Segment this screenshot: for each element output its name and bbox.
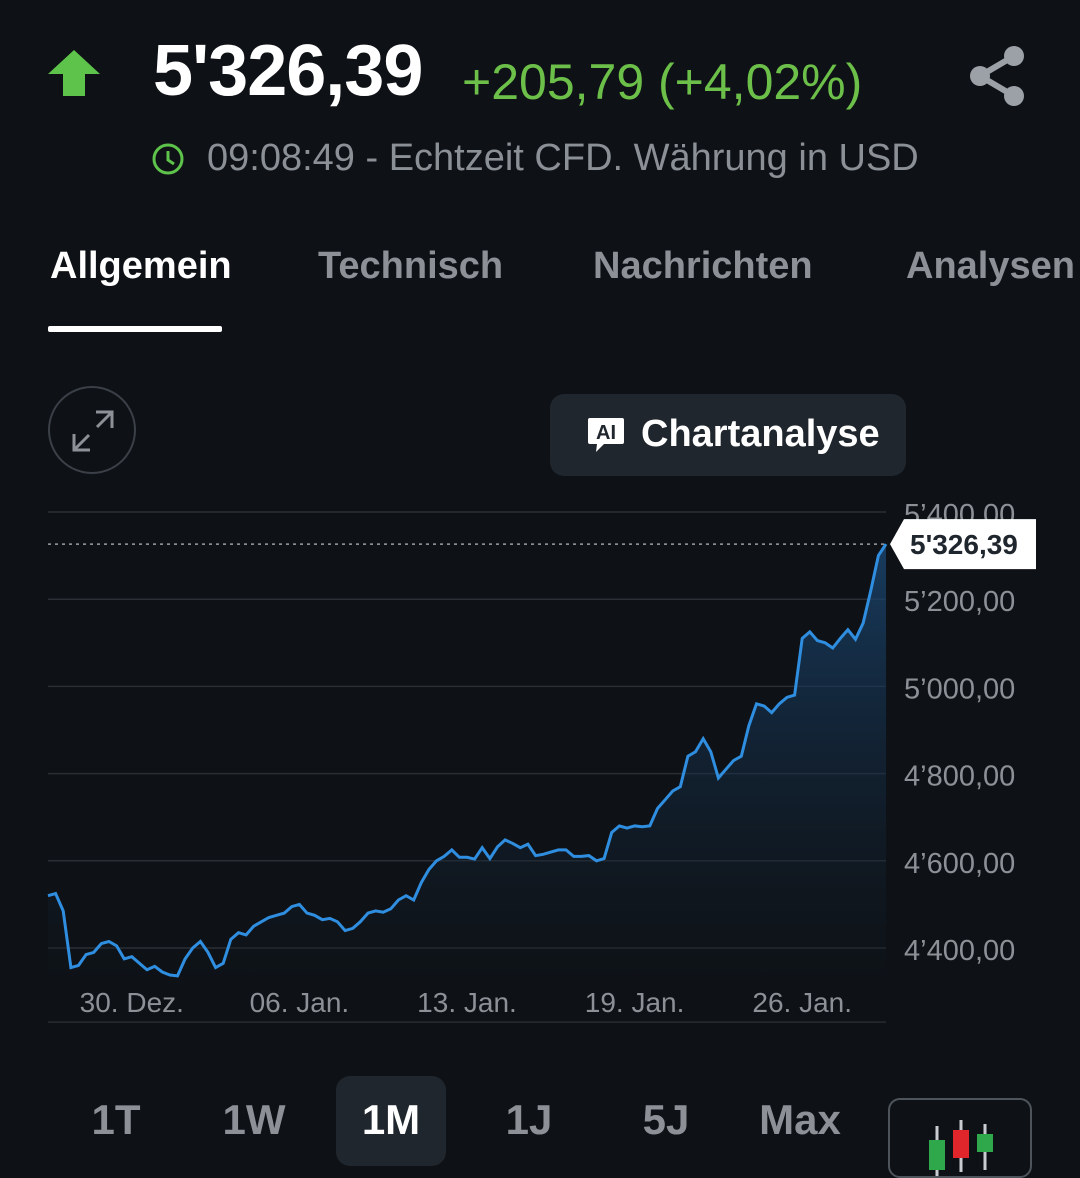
active-tab-indicator bbox=[48, 326, 222, 332]
y-tick-label: 5’000,00 bbox=[904, 673, 1015, 705]
last-value-label: 5'326,39 bbox=[910, 529, 1018, 560]
y-tick-label: 5’200,00 bbox=[904, 586, 1015, 618]
range-1t-button[interactable]: 1T bbox=[91, 1096, 141, 1143]
x-tick-label: 30. Dez. bbox=[80, 987, 184, 1018]
tab-allgemein[interactable]: Allgemein bbox=[50, 245, 232, 287]
up-arrow-icon bbox=[48, 50, 100, 96]
range-1m-button[interactable]: 1M bbox=[361, 1096, 421, 1143]
range-1j-button[interactable]: 1J bbox=[505, 1096, 553, 1143]
x-tick-label: 26. Jan. bbox=[752, 987, 852, 1018]
last-value-badge: 5'326,39 bbox=[890, 519, 1036, 570]
range-5j-button[interactable]: 5J bbox=[642, 1096, 690, 1143]
svg-text:AI: AI bbox=[596, 422, 616, 444]
share-icon[interactable] bbox=[966, 44, 1028, 108]
tab-nachrichten[interactable]: Nachrichten bbox=[593, 245, 813, 287]
chart-line bbox=[47, 543, 888, 978]
range-max-button[interactable]: Max bbox=[759, 1096, 841, 1143]
expand-chart-button[interactable] bbox=[48, 386, 136, 474]
price-change: +205,79 (+4,02%) bbox=[462, 54, 863, 110]
chart-type-button[interactable] bbox=[888, 1098, 1032, 1178]
chartanalyse-button[interactable]: AI Chartanalyse bbox=[550, 394, 906, 476]
y-tick-label: 4’600,00 bbox=[904, 848, 1015, 880]
ai-icon: AI bbox=[588, 418, 624, 452]
x-tick-label: 19. Jan. bbox=[585, 987, 685, 1018]
realtime-info: 09:08:49 - Echtzeit CFD. Währung in USD bbox=[207, 137, 919, 179]
x-tick-label: 13. Jan. bbox=[417, 987, 517, 1018]
y-tick-label: 4’400,00 bbox=[904, 935, 1015, 967]
x-tick-label: 06. Jan. bbox=[250, 987, 350, 1018]
candlestick-icon bbox=[929, 1120, 993, 1176]
chart-area bbox=[48, 544, 886, 1022]
clock-icon bbox=[152, 143, 184, 175]
expand-icon bbox=[72, 410, 114, 452]
price-chart[interactable]: 5’400,005’200,005’000,004’800,004’600,00… bbox=[0, 490, 1080, 1030]
tab-technisch[interactable]: Technisch bbox=[318, 245, 504, 287]
tab-analysen[interactable]: Analysen bbox=[906, 245, 1075, 287]
active-range-background bbox=[336, 1076, 446, 1166]
chartanalyse-label: Chartanalyse bbox=[641, 413, 880, 455]
price-value: 5'326,39 bbox=[153, 31, 423, 111]
range-1w-button[interactable]: 1W bbox=[222, 1096, 286, 1143]
y-tick-label: 4’800,00 bbox=[904, 761, 1015, 793]
